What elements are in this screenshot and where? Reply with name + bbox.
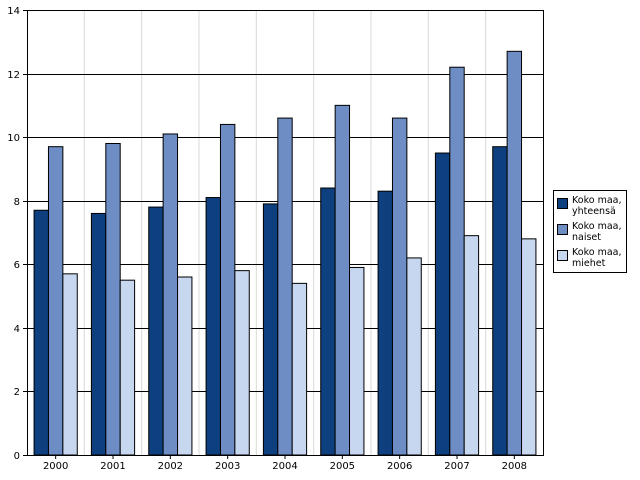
x-tick-label: 2002: [158, 461, 183, 472]
x-tick-label: 2000: [43, 461, 68, 472]
bar: [105, 143, 121, 456]
bar: [119, 279, 136, 456]
bar: [291, 282, 308, 456]
bar: [449, 66, 465, 456]
legend-swatch-women: [557, 224, 568, 235]
y-tick-label: 10: [7, 133, 20, 144]
y-tick-label: 2: [14, 387, 20, 398]
y-tick-label: 4: [14, 324, 20, 335]
bar: [90, 212, 107, 456]
bar: [62, 273, 78, 456]
y-tick-label: 6: [14, 260, 20, 271]
bar: [33, 209, 49, 456]
x-tick-label: 2007: [444, 461, 469, 472]
legend-item-total: Koko maa, yhteensä: [557, 195, 623, 217]
y-tick-label: 0: [14, 451, 20, 462]
y-tick-label: 8: [14, 197, 20, 208]
legend-label-total: Koko maa, yhteensä: [572, 195, 622, 217]
bar: [148, 206, 164, 456]
y-tick-label: 12: [7, 70, 20, 81]
bar: [234, 270, 250, 456]
axes: 0 2 4 6 8 10 12 14 2000 2001 2002 2003 2004 2005 2006 2…: [7, 6, 544, 472]
bar: [406, 257, 422, 456]
x-tick-label: 2008: [502, 461, 527, 472]
legend-swatch-men: [557, 250, 568, 261]
legend-item-men: Koko maa, miehet: [557, 247, 623, 269]
x-tick-label: 2001: [100, 461, 125, 472]
legend-swatch-total: [557, 198, 568, 209]
bar: [349, 266, 365, 456]
bar: [162, 133, 179, 456]
bar: [277, 117, 293, 456]
legend-label-men: Koko maa, miehet: [572, 247, 622, 269]
plot-frame: [27, 10, 544, 456]
x-tick-label: 2003: [215, 461, 240, 472]
bar: [334, 104, 351, 456]
bar: [463, 235, 480, 456]
bar: [177, 276, 193, 456]
bar: [521, 238, 537, 456]
x-tick-label: 2005: [330, 461, 355, 472]
bar: [219, 123, 236, 456]
bar: [506, 50, 523, 456]
x-tick-label: 2004: [272, 461, 297, 472]
bar: [377, 190, 393, 456]
bar: [205, 197, 221, 456]
legend-item-women: Koko maa, naiset: [557, 221, 623, 243]
bar: [47, 146, 64, 456]
bar: [262, 203, 279, 456]
legend-label-women: Koko maa, naiset: [572, 221, 622, 243]
bar: [320, 187, 336, 456]
bar: [492, 146, 508, 456]
legend: Koko maa, yhteensä Koko maa, naiset Koko…: [553, 190, 627, 273]
y-tick-label: 14: [7, 6, 20, 17]
x-tick-label: 2006: [387, 461, 412, 472]
bar: [434, 152, 451, 456]
bar: [391, 117, 408, 456]
